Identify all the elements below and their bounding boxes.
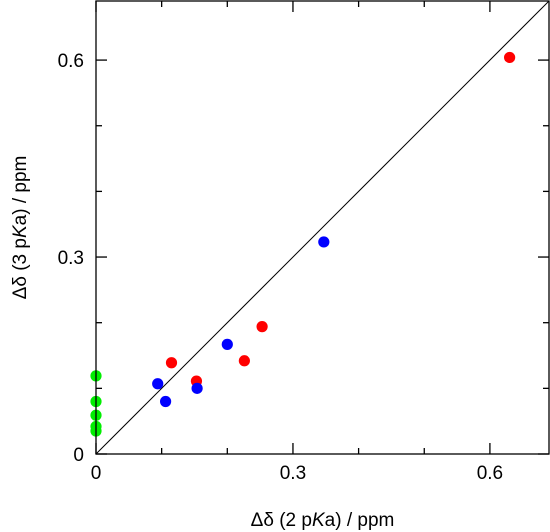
axis-ticks: 0 0.3 0.6 0 0.3 0.6 — [58, 1, 549, 484]
y-tick-label: 0.3 — [58, 248, 84, 269]
diagonal-reference-line — [95, 0, 550, 455]
data-point-series-2 — [221, 338, 233, 350]
x-tick-label: 0.3 — [280, 463, 306, 484]
y-axis-label-prefix: Δδ (3 p — [10, 238, 31, 299]
x-tick-label: 0.6 — [477, 463, 503, 484]
y-axis-label-italic: K — [10, 224, 31, 238]
x-axis-label-italic: K — [312, 510, 326, 531]
data-point-series-1 — [238, 355, 250, 367]
data-point-series-2 — [152, 378, 164, 390]
plot-frame — [95, 0, 550, 455]
data-point-series-1 — [165, 357, 178, 369]
y-tick-label: 0 — [73, 445, 84, 466]
x-axis-label: Δδ (2 pKa) / ppm — [251, 510, 395, 531]
x-axis-label-prefix: Δδ (2 p — [251, 510, 312, 531]
data-point-series-2 — [159, 395, 172, 408]
data-point-series-2 — [191, 382, 203, 394]
data-point-series-1 — [256, 321, 268, 333]
data-point-series-1 — [504, 51, 516, 64]
y-axis-label-suffix: a) / ppm — [10, 156, 31, 226]
data-points — [90, 51, 516, 437]
data-point-series-2 — [318, 236, 330, 248]
x-axis-label-suffix: a) / ppm — [325, 510, 395, 531]
y-axis-label: Δδ (3 pKa) / ppm — [10, 156, 31, 300]
y-tick-label: 0.6 — [58, 51, 84, 72]
x-tick-label: 0 — [91, 463, 102, 484]
